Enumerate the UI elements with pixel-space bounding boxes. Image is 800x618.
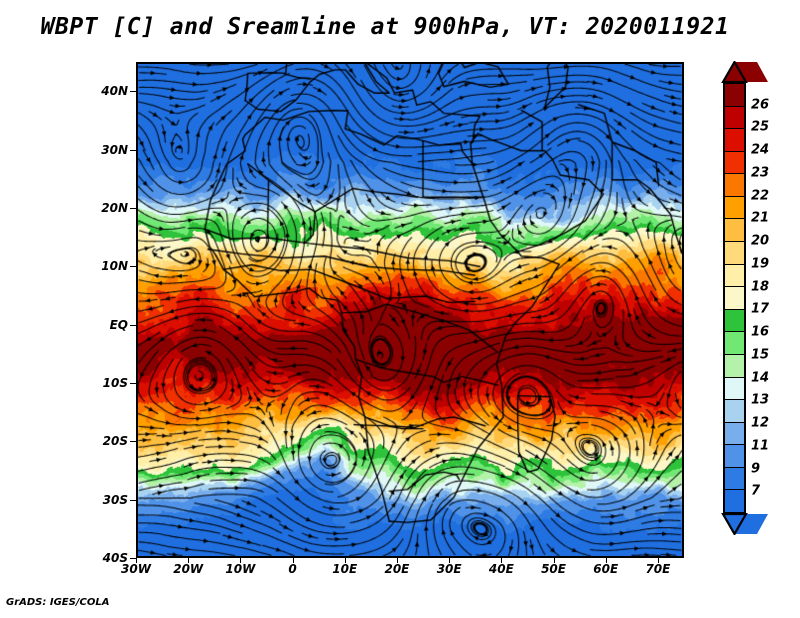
y-tick [130, 441, 136, 443]
x-tick [240, 558, 242, 563]
colorbar-tick-label: 18 [751, 279, 770, 295]
y-axis-tick-label: 10N [101, 259, 128, 274]
colorbar-cell [725, 287, 744, 310]
colorbar-tick-label: 20 [751, 233, 770, 249]
wbpt-streamline-map [138, 64, 682, 556]
colorbar-cell [725, 467, 744, 491]
colorbar-tick-label: 22 [751, 188, 770, 204]
y-tick [130, 558, 136, 559]
y-tick [130, 382, 136, 384]
colorbar-tick-label: 23 [751, 165, 770, 181]
colorbar-tick-label: 21 [751, 210, 770, 226]
x-axis-tick-label: 10W [225, 562, 256, 576]
x-axis-tick-label: 0 [288, 562, 297, 576]
y-axis-tick-label: 30N [101, 142, 128, 157]
colorbar-cell [725, 264, 744, 288]
x-axis-tick-label: 30W [121, 562, 151, 576]
colorbar-cell [725, 129, 744, 152]
colorbar-cell [725, 84, 744, 107]
x-tick [553, 558, 555, 563]
x-tick [136, 558, 137, 563]
colorbar[interactable] [723, 82, 746, 514]
colorbar-cell [725, 196, 744, 220]
footer-credit: GrADS: IGES/COLA [6, 597, 110, 608]
colorbar-tick-label: 12 [751, 415, 770, 431]
colorbar-cell [725, 422, 744, 446]
y-axis-tick-label: 20N [101, 200, 128, 215]
y-tick [130, 149, 136, 151]
x-tick [292, 558, 294, 563]
colorbar-cell [725, 400, 744, 423]
y-tick [130, 499, 136, 501]
y-axis-tick-label: 30S [102, 492, 128, 507]
x-axis-tick-label: 20E [384, 562, 410, 576]
colorbar-tick-label: 14 [751, 370, 770, 386]
x-tick [501, 558, 503, 563]
colorbar-cell [725, 106, 744, 130]
y-axis-tick-label: 10S [102, 375, 128, 390]
colorbar-cell [725, 445, 744, 468]
x-tick [449, 558, 451, 563]
y-axis-tick-label: 40N [101, 84, 128, 99]
page-title: WBPT [C] and Sreamline at 900hPa, VT: 20… [40, 14, 730, 40]
colorbar-tick-label: 17 [751, 301, 770, 317]
x-tick [605, 558, 607, 563]
y-axis-tick-label: EQ [109, 317, 128, 332]
x-axis-tick-label: 30E [436, 562, 462, 576]
x-tick [657, 558, 659, 563]
colorbar-cell [725, 242, 744, 265]
colorbar-cell [725, 377, 744, 401]
colorbar-tick-label: 15 [751, 347, 770, 363]
colorbar-tick-label: 26 [751, 97, 770, 113]
colorbar-arrow-bottom-icon [723, 514, 768, 534]
colorbar-tick-label: 24 [751, 142, 770, 158]
y-axis-tick-label: 20S [102, 434, 128, 449]
y-tick [130, 91, 136, 93]
colorbar-cell [725, 174, 744, 197]
x-axis-tick-label: 20W [173, 562, 204, 576]
colorbar-arrow-bottom-outline-icon [721, 513, 748, 535]
y-axis-tick-label: 40S [102, 551, 128, 565]
colorbar-cell [725, 354, 744, 378]
colorbar-arrow-top-icon [723, 62, 768, 82]
colorbar-arrow-top-outline-icon [721, 61, 748, 83]
colorbar-tick-label: 7 [751, 483, 761, 499]
x-tick [188, 558, 190, 563]
map-plot-area [136, 62, 684, 558]
colorbar-cell [725, 332, 744, 355]
x-axis-tick-label: 60E [593, 562, 619, 576]
colorbar-cell [725, 309, 744, 333]
x-axis-tick-label: 10E [332, 562, 358, 576]
y-tick [130, 207, 136, 209]
x-axis-tick-label: 70E [645, 562, 671, 576]
x-axis-tick-label: 40E [488, 562, 514, 576]
colorbar-cell [725, 490, 744, 512]
x-tick [396, 558, 398, 563]
colorbar-tick-label: 25 [751, 119, 770, 135]
y-tick [130, 324, 136, 326]
y-tick [130, 266, 136, 268]
colorbar-tick-label: 9 [751, 461, 761, 477]
colorbar-cell [725, 219, 744, 243]
colorbar-tick-label: 16 [751, 324, 770, 340]
colorbar-cell [725, 151, 744, 175]
colorbar-tick-label: 19 [751, 256, 770, 272]
x-axis-tick-label: 50E [541, 562, 566, 576]
colorbar-tick-label: 13 [751, 392, 770, 408]
x-tick [344, 558, 346, 563]
colorbar-tick-label: 11 [751, 438, 770, 454]
